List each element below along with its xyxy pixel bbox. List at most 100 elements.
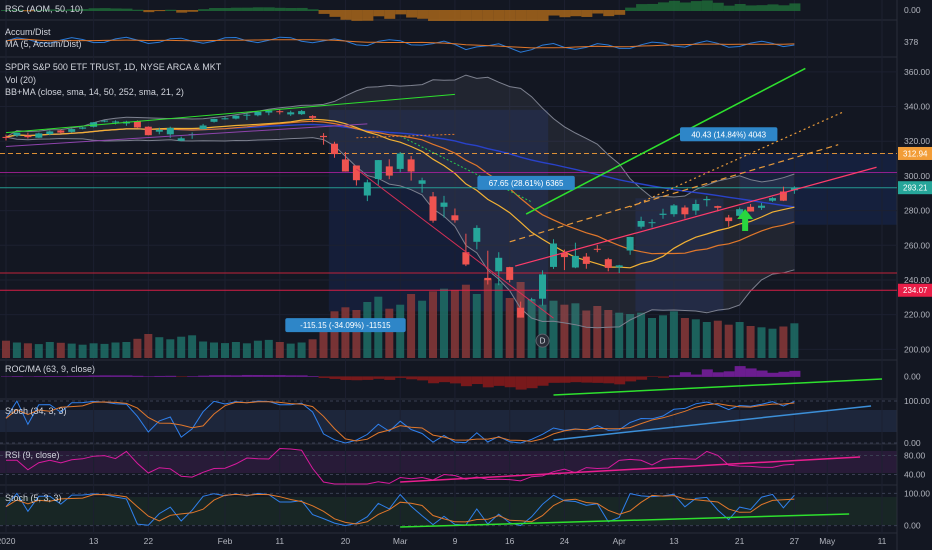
roc-bar [88,375,100,377]
candle-up [648,222,656,224]
roc-bar [55,376,67,377]
rsc-bar [789,3,801,11]
x-tick-label: May [819,536,836,546]
candle-down [144,126,152,136]
candle-up [199,125,207,130]
roc-bar [449,376,461,384]
roc-bar [592,376,604,383]
candle-up [769,198,776,201]
rsc-bar [252,7,264,11]
rsc-bar [55,9,67,11]
rsc-bar [417,10,429,19]
pane-label-rsi: RSI (9, close) [5,450,60,460]
rsc-bar [592,10,604,14]
candle-down [276,111,284,113]
roc-bar [33,376,45,377]
roc-bar [351,376,363,381]
roc-bar [428,376,440,384]
volume-bar [505,298,514,358]
x-tick-label: 24 [560,536,570,546]
roc-bar [11,376,23,377]
roc-bar [121,375,133,377]
candle-down [681,207,689,215]
rsc-bar [460,10,472,21]
stoch34-d-line [5,401,795,442]
candle-down [604,259,612,268]
x-tick-label: 22 [144,536,154,546]
x-tick-label: Apr [613,536,626,546]
volume-bar [571,303,580,358]
dividend-marker-label: D [540,337,546,346]
candle-up [112,121,119,123]
candle-down [320,135,327,138]
candle-down [24,135,32,138]
roc-bar [241,374,253,377]
roc-bar [515,376,527,390]
bollinger-upper [5,74,795,199]
candle-up [287,112,295,115]
rsc-bar [723,5,735,11]
pane-label-stoch-34: Stoch (34, 3, 3) [5,406,67,416]
main-title-bbma: BB+MA (close, sma, 14, 50, 252, sma, 21,… [5,87,184,97]
candle-up [232,115,240,119]
volume-bar [34,344,43,358]
candle-down [725,217,733,222]
candle-down [133,121,141,128]
volume-bar [407,294,416,358]
rsc-bar [439,10,450,21]
candle-down [747,206,755,212]
volume-bar [308,339,317,358]
candle-up [539,274,546,299]
roc-bar [296,375,308,377]
price-tick-label: 220.00 [904,310,930,320]
target-measure-box [739,152,898,225]
volume-bar [2,340,10,358]
measure-label-box [477,175,575,190]
candle-up [79,127,87,129]
volume-bar [166,339,175,358]
price-tick-label: 200.00 [904,344,930,354]
measure-label-text: -115.15 (-34.09%) -11515 [300,321,391,330]
roc-bar [493,376,505,386]
candle-up [637,221,645,227]
roc-bar [581,376,593,383]
roc-bar [307,376,319,377]
volume-bar [67,343,76,358]
rsc-bar [449,10,461,21]
volume-bar [111,342,120,358]
candle-up [35,133,43,138]
candle-up [473,227,481,242]
volume-bar [659,315,667,358]
price-badge-text: 234.07 [903,286,928,295]
rsc-bar [668,0,680,11]
roc-bar [701,369,713,377]
rsc-bar [198,9,210,11]
candle-up [13,132,21,136]
rsc-bar [285,8,297,11]
volume-bar [330,311,339,358]
rsc-bar [504,10,516,21]
main-title: SPDR S&P 500 ETF TRUST, 1D, NYSE ARCA & … [5,62,222,72]
indicator-tick-label: 100.00 [904,396,930,406]
rsc-bar [625,7,637,11]
roc-bar [340,376,352,381]
measure-label-text: 67.65 (28.61%) 6365 [489,179,564,188]
volume-bar [637,312,646,358]
rsc-bar [121,8,133,11]
candle-down [429,196,437,221]
candle-up [298,111,306,115]
price-badge [898,146,932,160]
rsc-bar [767,4,779,11]
rsc-bar [22,10,34,12]
volume-bar [89,343,98,358]
rsc-bar [110,8,122,11]
volume-bar [341,307,350,358]
rsc-bar [1,10,12,11]
candle-up [363,182,371,196]
volume-bar [133,338,142,358]
volume-bar [593,306,602,358]
price-tick-label: 340.00 [904,102,930,112]
volume-bar [418,300,427,358]
